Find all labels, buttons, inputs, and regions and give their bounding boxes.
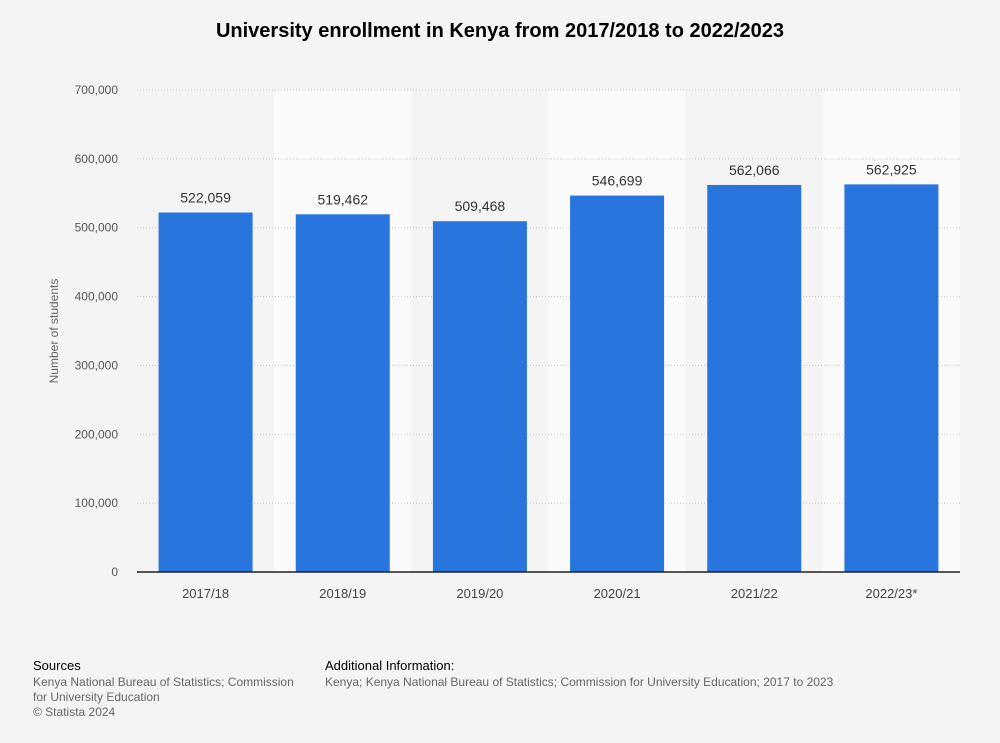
- y-tick-label: 400,000: [75, 290, 119, 304]
- bar: [570, 195, 665, 572]
- data-label: 562,066: [729, 162, 780, 178]
- sources-heading: Sources: [33, 658, 81, 673]
- x-tick-label: 2022/23*: [865, 586, 917, 601]
- additional-info-block: Additional Information: Kenya; Kenya Nat…: [325, 658, 965, 690]
- x-tick-label: 2021/22: [731, 586, 778, 601]
- y-tick-label: 500,000: [75, 221, 119, 235]
- y-axis-label: Number of students: [47, 279, 61, 384]
- y-tick-label: 0: [111, 565, 118, 579]
- bar-chart: 0 100,000 200,000 300,000 400,000 500,000 600,…: [47, 83, 960, 601]
- sources-block: Sources Kenya National Bureau of Statist…: [33, 658, 303, 720]
- x-tick-label: 2020/21: [594, 586, 641, 601]
- data-label: 522,059: [180, 190, 231, 206]
- x-tick-label: 2017/18: [182, 586, 229, 601]
- x-tick-label: 2019/20: [456, 586, 503, 601]
- sources-line-2: for University Education: [33, 690, 160, 704]
- data-label: 546,699: [592, 173, 643, 189]
- data-label: 509,468: [455, 198, 506, 214]
- bar: [707, 184, 802, 572]
- y-tick-label: 100,000: [75, 496, 119, 510]
- y-tick-label: 300,000: [75, 358, 119, 372]
- y-tick-label: 700,000: [75, 83, 119, 97]
- data-label: 562,925: [866, 161, 917, 177]
- copyright: © Statista 2024: [33, 705, 116, 719]
- chart-title: University enrollment in Kenya from 2017…: [215, 20, 785, 42]
- y-tick-label: 200,000: [75, 427, 119, 441]
- bar: [844, 184, 939, 572]
- sources-line-1: Kenya National Bureau of Statistics; Com…: [33, 675, 294, 689]
- y-tick-label: 600,000: [75, 152, 119, 166]
- bar: [432, 221, 527, 572]
- data-label: 519,462: [317, 191, 368, 207]
- additional-info-text: Kenya; Kenya National Bureau of Statisti…: [325, 675, 834, 689]
- bar: [158, 212, 253, 572]
- x-tick-label: 2018/19: [319, 586, 366, 601]
- bar: [295, 214, 390, 573]
- additional-info-heading: Additional Information:: [325, 658, 455, 673]
